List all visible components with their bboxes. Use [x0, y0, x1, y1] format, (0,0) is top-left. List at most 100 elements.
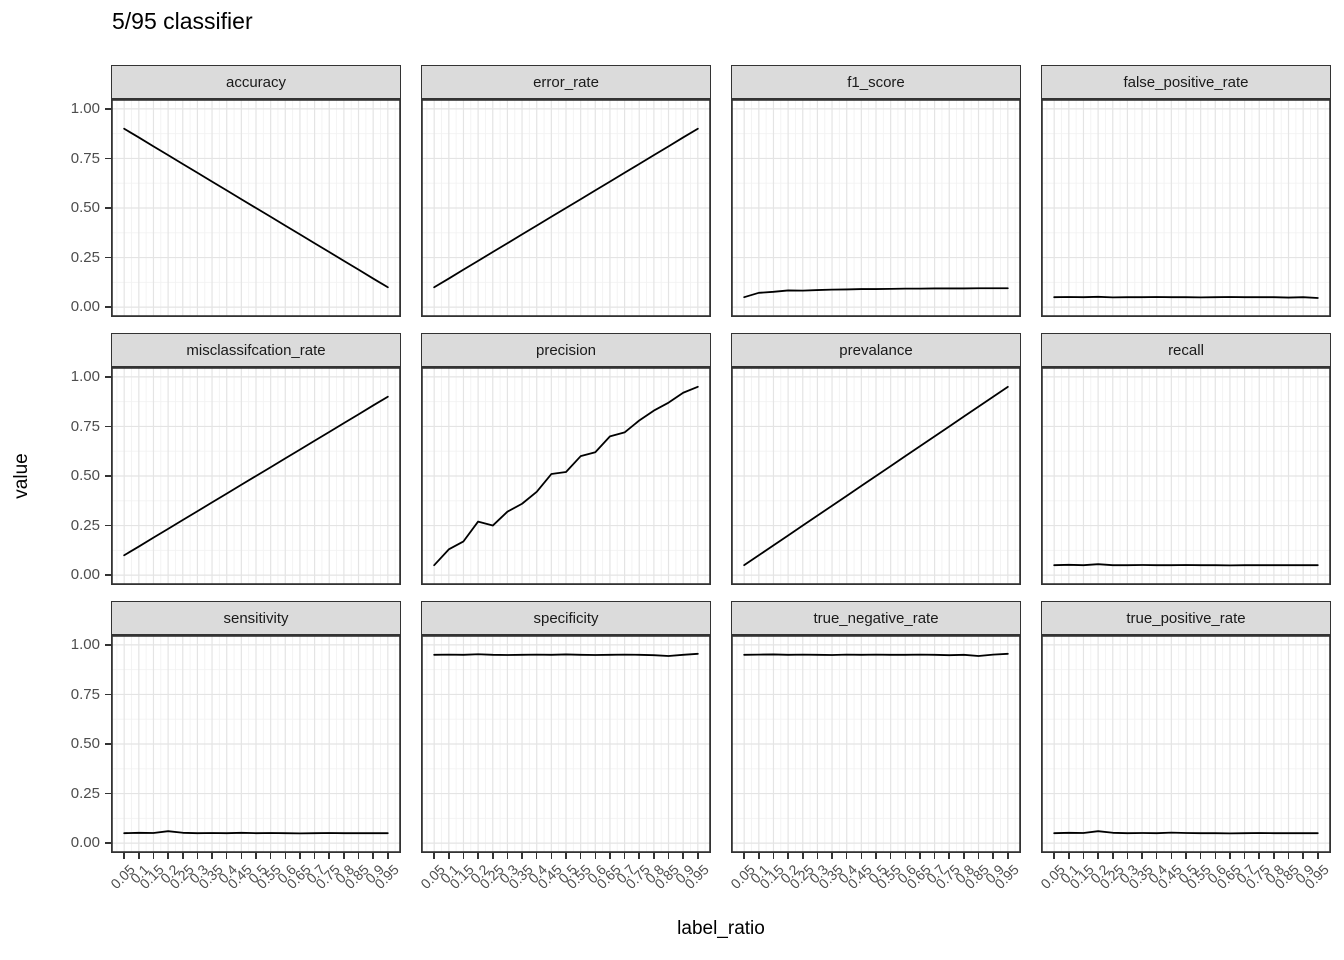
- x-tick-mark: [1141, 853, 1143, 859]
- series-line: [433, 127, 699, 289]
- facet-strip-label: misclassifcation_rate: [186, 341, 326, 359]
- x-tick-mark: [255, 853, 257, 859]
- x-tick-mark: [196, 853, 199, 859]
- x-tick-mark: [875, 853, 877, 859]
- facet-strip-label: specificity: [533, 609, 599, 627]
- x-tick-mark: [565, 853, 567, 859]
- x-axis-title: label_ratio: [677, 918, 765, 939]
- x-tick-mark: [1155, 853, 1158, 859]
- x-tick-mark: [269, 853, 272, 859]
- x-tick-mark: [387, 853, 389, 859]
- y-tick-mark: [105, 108, 111, 110]
- y-tick-label: 0.25: [70, 516, 100, 534]
- x-tick-mark: [550, 853, 553, 859]
- y-tick-label: 0.00: [70, 566, 100, 584]
- x-tick-mark: [1126, 853, 1129, 859]
- y-tick-label: 0.75: [70, 417, 100, 435]
- x-tick-mark: [1007, 853, 1009, 859]
- series-line: [433, 652, 699, 657]
- y-tick-mark: [105, 157, 111, 160]
- facet-strip-label: error_rate: [533, 73, 599, 91]
- facet-strip: true_positive_rate: [1041, 601, 1331, 635]
- y-tick-label: 0.50: [70, 199, 100, 216]
- series-line: [123, 830, 389, 835]
- facet-strip: false_positive_rate: [1041, 65, 1331, 99]
- facet-panel: [1041, 99, 1331, 317]
- x-tick-mark: [225, 853, 228, 859]
- x-tick-mark: [977, 853, 980, 859]
- x-tick-mark: [831, 853, 833, 859]
- x-tick-mark: [889, 853, 892, 859]
- x-tick-mark: [1170, 853, 1173, 859]
- facet-panel: [421, 99, 711, 317]
- y-tick-label: 0.50: [70, 467, 100, 484]
- series-line: [123, 127, 389, 289]
- facet-strip: f1_score: [731, 65, 1021, 99]
- x-tick-mark: [816, 853, 819, 859]
- y-tick-mark: [105, 207, 111, 209]
- x-tick-mark: [1229, 853, 1231, 859]
- y-tick-label: 0.75: [70, 149, 100, 167]
- y-tick-label: 0.25: [70, 248, 100, 266]
- x-tick-mark: [506, 853, 509, 859]
- x-tick-mark: [1243, 853, 1246, 859]
- y-tick-label: 0.50: [70, 735, 100, 752]
- x-tick-mark: [904, 853, 907, 859]
- x-tick-mark: [697, 853, 699, 859]
- y-tick-mark: [105, 743, 111, 745]
- x-tick-mark: [1317, 853, 1319, 859]
- y-tick-mark: [105, 524, 111, 527]
- x-tick-mark: [948, 853, 950, 859]
- y-tick-mark: [105, 425, 111, 428]
- y-tick-mark: [105, 693, 111, 696]
- y-tick-mark: [105, 256, 111, 259]
- facet-strip: prevalance: [731, 333, 1021, 367]
- y-tick-label: 0.00: [70, 834, 100, 852]
- x-tick-mark: [609, 853, 611, 859]
- x-tick-mark: [638, 853, 640, 859]
- x-tick-mark: [328, 853, 330, 859]
- x-tick-mark: [521, 853, 523, 859]
- series-line: [123, 395, 389, 557]
- x-tick-mark: [1068, 853, 1070, 859]
- facet-strip-label: precision: [535, 341, 597, 359]
- x-tick-mark: [1287, 853, 1290, 859]
- x-tick-mark: [667, 853, 670, 859]
- x-tick-mark: [1053, 853, 1055, 859]
- facet-strip-label: recall: [1168, 341, 1204, 359]
- facet-panel: [111, 635, 401, 853]
- x-tick-mark: [123, 853, 125, 859]
- x-tick-mark: [138, 853, 140, 859]
- y-tick-mark: [105, 376, 111, 378]
- x-tick-mark: [299, 853, 301, 859]
- y-tick-mark: [105, 306, 111, 308]
- x-tick-mark: [1097, 853, 1099, 859]
- series-line: [743, 385, 1009, 567]
- facet-strip: sensitivity: [111, 601, 401, 635]
- y-tick-mark: [105, 644, 111, 646]
- facet-strip: recall: [1041, 333, 1331, 367]
- x-tick-mark: [1199, 853, 1202, 859]
- x-tick-mark: [758, 853, 760, 859]
- facet-strip-label: accuracy: [225, 73, 287, 91]
- facet-strip-label: f1_score: [847, 73, 905, 91]
- x-tick-mark: [182, 853, 184, 859]
- facet-strip-label: false_positive_rate: [1123, 73, 1249, 91]
- x-tick-mark: [1214, 853, 1217, 859]
- facet-panel: [421, 635, 711, 853]
- series-line: [1053, 295, 1319, 299]
- facet-strip-label: sensitivity: [223, 609, 289, 627]
- y-tick-label: 0.00: [70, 298, 100, 316]
- series-line: [743, 652, 1009, 657]
- x-tick-mark: [1258, 853, 1260, 859]
- series-line: [1053, 563, 1319, 567]
- facet-strip: error_rate: [421, 65, 711, 99]
- x-tick-mark: [860, 853, 863, 859]
- x-tick-mark: [477, 853, 479, 859]
- x-tick-mark: [743, 853, 745, 859]
- facet-panel: [731, 635, 1021, 853]
- facet-strip: accuracy: [111, 65, 401, 99]
- x-tick-mark: [1082, 853, 1085, 859]
- y-tick-mark: [105, 574, 111, 576]
